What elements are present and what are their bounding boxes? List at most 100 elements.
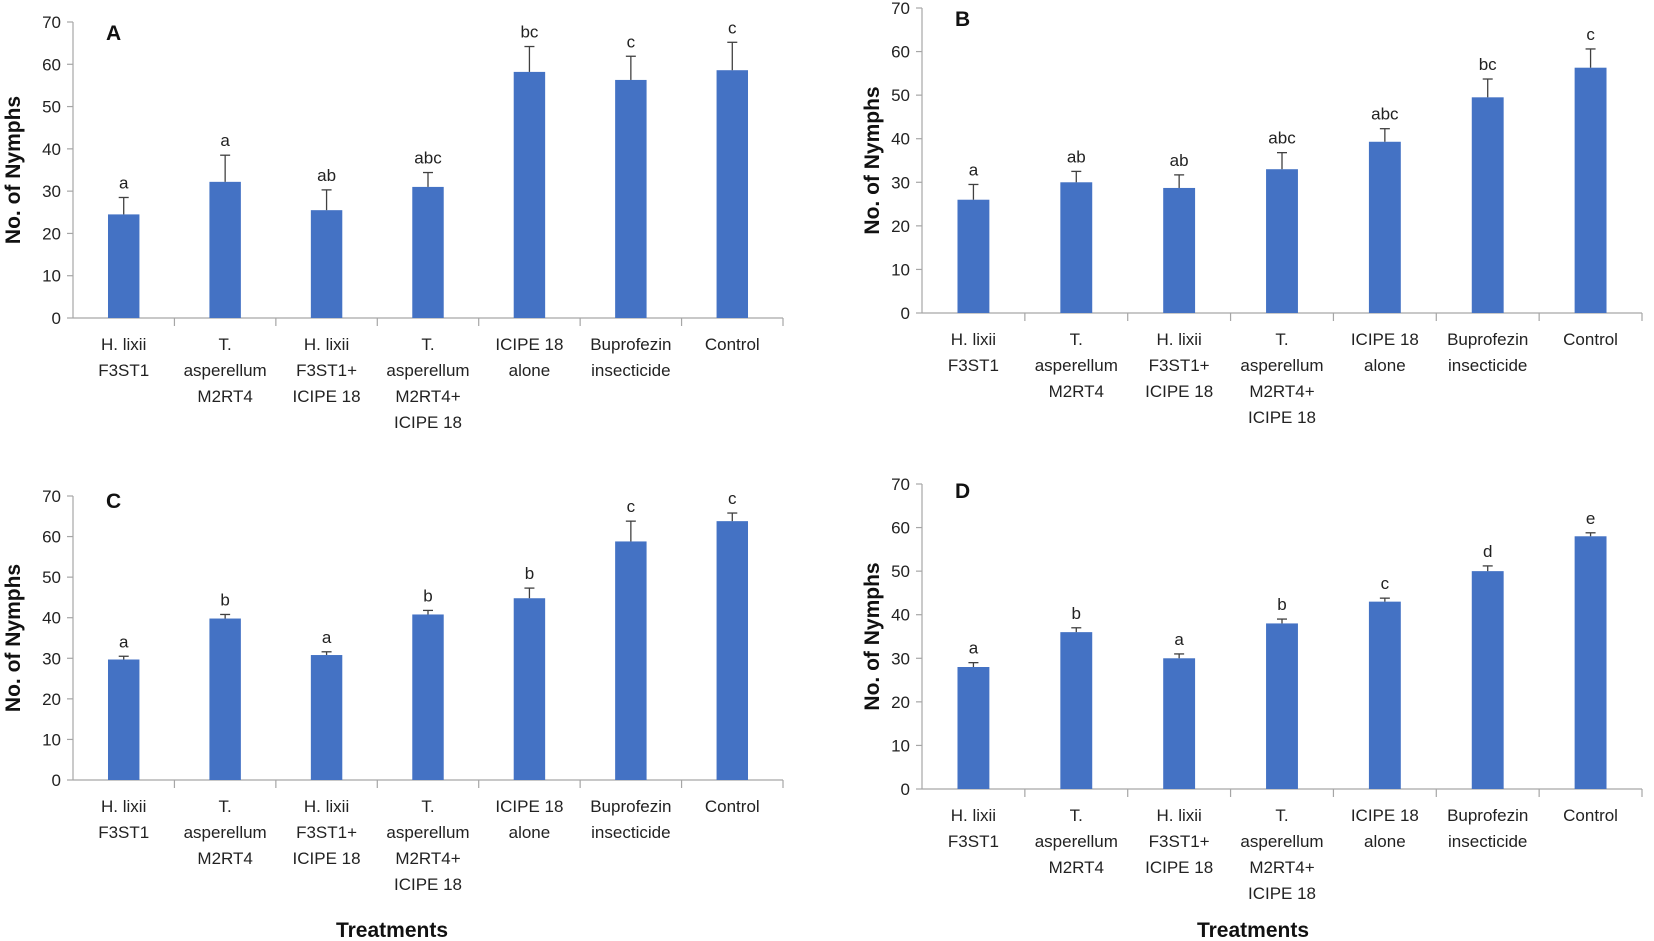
- x-category-label: ICIPE 18 alone: [1351, 330, 1419, 375]
- x-category-label-line: ICIPE 18: [1145, 382, 1213, 401]
- significance-letter: c: [728, 18, 737, 37]
- bar: [1060, 182, 1093, 313]
- y-tick-label: 50: [891, 86, 910, 105]
- bar: [1266, 623, 1298, 789]
- y-tick-label: 0: [901, 780, 910, 799]
- chart-panel-b: 0 10 20 30 40 50 60 70 a H. lixii F3ST1 ab T. asperel…: [861, 0, 1643, 427]
- bar: [412, 186, 444, 318]
- x-category-label-line: H. lixii: [951, 330, 996, 349]
- y-tick-label: 20: [42, 690, 61, 709]
- x-category-label-line: Control: [705, 335, 760, 354]
- x-category-label-line: insecticide: [591, 361, 670, 380]
- x-category-label: Buprofezin insecticide: [590, 335, 671, 380]
- x-category-label-line: ICIPE 18: [293, 387, 361, 406]
- panel-label: B: [955, 8, 970, 31]
- x-category-label-line: H. lixii: [1156, 806, 1201, 825]
- significance-letter: c: [1586, 25, 1595, 44]
- x-category-label: Control: [705, 797, 760, 816]
- significance-letter: a: [220, 131, 230, 150]
- x-category-label-line: F3ST1+: [296, 361, 357, 380]
- x-category-label: ICIPE 18 alone: [495, 797, 563, 842]
- significance-letter: abc: [414, 149, 442, 168]
- significance-letter: ab: [317, 166, 336, 185]
- y-tick-label: 30: [891, 173, 910, 192]
- y-tick-label: 50: [42, 98, 61, 117]
- x-category-label-line: M2RT4: [1049, 858, 1104, 877]
- y-tick-label: 10: [42, 730, 61, 749]
- x-category-label-line: alone: [509, 361, 551, 380]
- x-category-label-line: Control: [1563, 330, 1618, 349]
- x-axis-title-right: Treatments: [1197, 919, 1309, 941]
- x-category-label-line: M2RT4+: [395, 387, 460, 406]
- y-tick-label: 70: [42, 13, 61, 32]
- y-tick-label: 60: [891, 519, 910, 538]
- y-tick-label: 40: [891, 606, 910, 625]
- x-category-label-line: T.: [1070, 806, 1083, 825]
- x-category-label: T. asperellum M2RT4: [184, 797, 267, 868]
- y-tick-label: 40: [42, 609, 61, 628]
- significance-letter: b: [1277, 595, 1286, 614]
- bar: [1266, 169, 1298, 313]
- x-category-label: H. lixii F3ST1: [98, 335, 149, 380]
- significance-letter: c: [1381, 574, 1390, 593]
- y-tick-label: 30: [42, 649, 61, 668]
- significance-letter: bc: [520, 23, 538, 42]
- x-category-label-line: asperellum: [386, 361, 469, 380]
- bar: [615, 541, 647, 780]
- x-category-label-line: M2RT4: [197, 849, 252, 868]
- significance-letter: abc: [1371, 105, 1399, 124]
- significance-letter: ab: [1170, 151, 1189, 170]
- x-category-label-line: ICIPE 18: [394, 413, 462, 432]
- y-tick-label: 20: [891, 217, 910, 236]
- significance-letter: c: [627, 497, 636, 516]
- y-tick-label: 50: [891, 562, 910, 581]
- x-category-label: T. asperellum M2RT4+ ICIPE 18: [386, 335, 469, 432]
- x-category-label-line: H. lixii: [101, 797, 146, 816]
- x-category-label: T. asperellum M2RT4+ ICIPE 18: [1240, 806, 1323, 903]
- x-category-label-line: Buprofezin: [1447, 806, 1528, 825]
- significance-letter: a: [322, 628, 332, 647]
- bar: [107, 214, 140, 318]
- x-category-label-line: T.: [1070, 330, 1083, 349]
- x-category-label-line: H. lixii: [304, 797, 349, 816]
- x-category-label-line: Control: [705, 797, 760, 816]
- bar: [1060, 632, 1093, 789]
- y-tick-label: 20: [891, 693, 910, 712]
- y-tick-label: 60: [42, 528, 61, 547]
- x-axis-title-left: Treatments: [336, 919, 448, 941]
- significance-letter: a: [119, 173, 129, 192]
- x-category-label: H. lixii F3ST1: [948, 806, 999, 851]
- significance-letter: ab: [1067, 147, 1086, 166]
- x-category-label-line: ICIPE 18: [1351, 330, 1419, 349]
- bar: [716, 70, 749, 318]
- y-tick-label: 70: [891, 0, 910, 18]
- x-category-label: H. lixii F3ST1+ ICIPE 18: [293, 335, 361, 406]
- x-category-label-line: Control: [1563, 806, 1618, 825]
- x-category-label-line: T.: [1275, 806, 1288, 825]
- x-category-label: ICIPE 18 alone: [495, 335, 563, 380]
- x-category-label: T. asperellum M2RT4: [1035, 806, 1118, 877]
- x-category-label: Control: [1563, 330, 1618, 349]
- bar: [310, 210, 343, 318]
- y-tick-label: 0: [52, 771, 61, 790]
- y-tick-label: 40: [891, 130, 910, 149]
- y-axis-title: No. of Nymphs: [2, 96, 25, 244]
- x-category-label-line: T.: [421, 335, 434, 354]
- bar: [1368, 601, 1401, 789]
- significance-letter: c: [627, 32, 636, 51]
- panels: 0 10 20 30 40 50 60 70 a H. lixii F3ST1 a T. asperell…: [2, 0, 1643, 903]
- bar: [1471, 97, 1504, 313]
- x-category-label-line: ICIPE 18: [1248, 408, 1316, 427]
- x-category-label-line: asperellum: [184, 361, 267, 380]
- chart-panel-c: 0 10 20 30 40 50 60 70 a H. lixii F3ST1 b T. asperell…: [2, 487, 784, 894]
- chart-panel-d: 0 10 20 30 40 50 60 70 a H. lixii F3ST1 b T. asperell…: [861, 475, 1643, 903]
- y-axis-title: No. of Nymphs: [861, 562, 884, 710]
- x-category-label-line: Buprofezin: [590, 335, 671, 354]
- x-category-label-line: asperellum: [1240, 832, 1323, 851]
- y-tick-label: 40: [42, 140, 61, 159]
- panel-label: C: [106, 490, 121, 513]
- x-category-label-line: asperellum: [1240, 356, 1323, 375]
- x-category-label-line: T.: [219, 335, 232, 354]
- significance-letter: a: [969, 160, 979, 179]
